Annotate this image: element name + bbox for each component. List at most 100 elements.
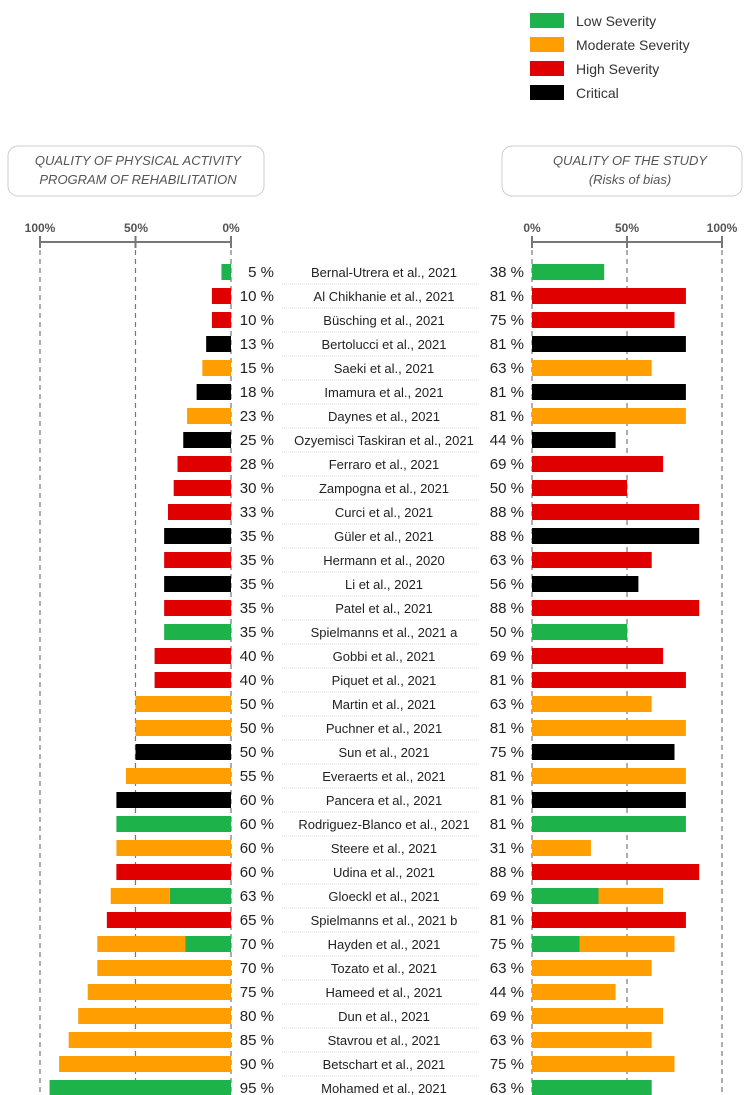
pa-bar — [125, 768, 231, 784]
rob-bar — [532, 480, 627, 496]
right-header-line-1: QUALITY OF THE STUDY — [553, 153, 708, 168]
chart-row: 63 % Gloeckl et al., 2021 69 % — [110, 888, 664, 909]
rob-bar — [532, 720, 686, 736]
pa-value-label: 15 % — [240, 360, 274, 377]
pa-value-label: 60 % — [240, 816, 274, 833]
study-name: Bernal-Utrera et al., 2021 — [311, 265, 457, 280]
left-axis-tick-0: 0% — [222, 221, 240, 235]
legend-label-moderate: Moderate Severity — [576, 37, 690, 53]
study-name: Hameed et al., 2021 — [325, 985, 442, 1000]
rob-bar — [532, 840, 591, 856]
chart-row: 5 % Bernal-Utrera et al., 2021 38 % — [221, 264, 605, 285]
chart-row: 50 % Puchner et al., 2021 81 % — [135, 720, 686, 741]
pa-value-label: 35 % — [240, 624, 274, 641]
rob-bar — [532, 744, 675, 760]
chart-row: 60 % Pancera et al., 2021 81 % — [116, 792, 686, 813]
left-header: QUALITY OF PHYSICAL ACTIVITY PROGRAM OF … — [7, 145, 265, 197]
right-axis-tick-100: 100% — [707, 221, 738, 235]
chart-row: 13 % Bertolucci et al., 2021 81 % — [206, 336, 686, 357]
rob-value-label: 44 % — [490, 432, 524, 449]
chart-row: 30 % Zampogna et al., 2021 50 % — [173, 480, 627, 501]
rob-bar — [532, 792, 686, 808]
pa-bar — [116, 816, 231, 832]
study-name: Pancera et al., 2021 — [326, 793, 442, 808]
study-name: Imamura et al., 2021 — [324, 385, 443, 400]
pa-bar — [183, 432, 231, 448]
study-name: Mohamed et al., 2021 — [321, 1081, 447, 1095]
pa-bar — [164, 552, 231, 568]
rob-value-label: 81 % — [490, 384, 524, 401]
rob-value-label: 75 % — [490, 312, 524, 329]
rob-value-label: 81 % — [490, 912, 524, 929]
rob-bar — [532, 1032, 652, 1048]
study-name: Saeki et al., 2021 — [334, 361, 434, 376]
right-axis-tick-50: 50% — [615, 221, 639, 235]
rob-bar — [532, 1056, 675, 1072]
rob-value-label: 75 % — [490, 1056, 524, 1073]
study-name: Güler et al., 2021 — [334, 529, 434, 544]
pa-value-label: 50 % — [240, 744, 274, 761]
pa-bar — [169, 888, 231, 904]
pa-bar — [164, 576, 231, 592]
chart-row: 60 % Udina et al., 2021 88 % — [116, 864, 700, 885]
study-name: Hayden et al., 2021 — [328, 937, 441, 952]
pa-bar — [164, 600, 231, 616]
pa-value-label: 28 % — [240, 456, 274, 473]
pa-value-label: 95 % — [240, 1080, 274, 1095]
right-axis: 0% 50% 100% — [523, 221, 737, 235]
rob-value-label: 69 % — [490, 1008, 524, 1025]
chart-row: 70 % Hayden et al., 2021 75 % — [97, 936, 675, 957]
pa-value-label: 63 % — [240, 888, 274, 905]
study-name: Udina et al., 2021 — [333, 865, 435, 880]
rob-value-label: 69 % — [490, 888, 524, 905]
pa-bar — [135, 696, 231, 712]
chart-row: 60 % Steere et al., 2021 31 % — [116, 840, 591, 861]
pa-bar — [106, 912, 231, 928]
rob-value-label: 63 % — [490, 1080, 524, 1095]
pa-value-label: 18 % — [240, 384, 274, 401]
pa-value-label: 75 % — [240, 984, 274, 1001]
chart-row: 60 % Rodriguez-Blanco et al., 2021 81 % — [116, 816, 686, 837]
study-name: Martin et al., 2021 — [332, 697, 436, 712]
legend-swatch-critical — [530, 85, 564, 100]
pa-bar — [211, 312, 231, 328]
pa-value-label: 10 % — [240, 288, 274, 305]
study-name: Piquet et al., 2021 — [332, 673, 437, 688]
pa-bar — [97, 960, 231, 976]
rob-value-label: 88 % — [490, 600, 524, 617]
legend: Low Severity Moderate Severity High Seve… — [530, 13, 690, 101]
left-axis-tick-100: 100% — [25, 221, 56, 235]
rob-value-label: 88 % — [490, 528, 524, 545]
rob-bar — [532, 912, 686, 928]
rob-value-label: 50 % — [490, 480, 524, 497]
pa-bar — [135, 744, 231, 760]
pa-value-label: 65 % — [240, 912, 274, 929]
rob-bar — [532, 384, 686, 400]
chart-row: 28 % Ferraro et al., 2021 69 % — [177, 456, 664, 477]
pa-value-label: 60 % — [240, 840, 274, 857]
rob-bar — [532, 1080, 652, 1095]
pa-bar — [196, 384, 231, 400]
pa-value-label: 35 % — [240, 528, 274, 545]
chart-row: 25 % Ozyemisci Taskiran et al., 2021 44 % — [183, 432, 616, 453]
rob-value-label: 31 % — [490, 840, 524, 857]
chart-row: 95 % Mohamed et al., 2021 63 % — [49, 1080, 652, 1095]
chart-row: 35 % Li et al., 2021 56 % — [164, 576, 639, 597]
rob-bar — [532, 552, 652, 568]
pa-bar — [87, 984, 231, 1000]
rob-bar — [532, 960, 652, 976]
study-name: Li et al., 2021 — [345, 577, 423, 592]
study-name: Sun et al., 2021 — [338, 745, 429, 760]
pa-bar — [154, 672, 231, 688]
pa-bar — [173, 480, 231, 496]
chart-row: 85 % Stavrou et al., 2021 63 % — [68, 1032, 652, 1053]
rob-value-label: 50 % — [490, 624, 524, 641]
chart-row: 15 % Saeki et al., 2021 63 % — [202, 360, 652, 381]
pa-value-label: 70 % — [240, 960, 274, 977]
chart-row: 75 % Hameed et al., 2021 44 % — [87, 984, 616, 1005]
pa-bar — [206, 336, 231, 352]
legend-swatch-low — [530, 13, 564, 28]
rob-value-label: 56 % — [490, 576, 524, 593]
chart-row: 35 % Spielmanns et al., 2021 a 50 % — [164, 624, 627, 645]
right-header-line-2: (Risks of bias) — [589, 172, 671, 187]
